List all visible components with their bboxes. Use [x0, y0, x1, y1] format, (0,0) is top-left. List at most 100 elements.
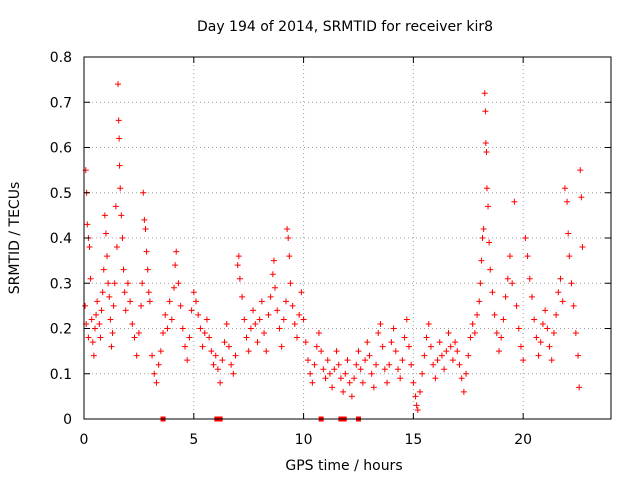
data-point — [379, 343, 386, 350]
data-point — [153, 379, 160, 386]
data-point — [117, 185, 124, 192]
data-point — [107, 316, 114, 323]
data-point — [201, 330, 208, 337]
data-point — [186, 334, 193, 341]
data-point — [463, 370, 470, 377]
data-point — [239, 293, 246, 300]
data-point — [311, 361, 318, 368]
data-point — [274, 307, 281, 314]
data-point — [91, 325, 98, 332]
data-point — [486, 239, 493, 246]
data-point — [438, 352, 445, 359]
data-point — [559, 298, 566, 305]
data-point — [197, 325, 204, 332]
data-point — [474, 311, 481, 318]
data-point — [252, 320, 259, 327]
data-point — [162, 311, 169, 318]
data-point — [375, 330, 382, 337]
data-point — [553, 311, 560, 318]
data-point — [517, 343, 524, 350]
data-point — [395, 366, 402, 373]
data-point — [105, 280, 112, 287]
data-point — [208, 348, 215, 355]
data-point — [141, 216, 148, 223]
data-point — [454, 348, 461, 355]
data-point — [441, 366, 448, 373]
data-point — [101, 212, 108, 219]
data-point — [106, 293, 113, 300]
data-point — [320, 366, 327, 373]
data-point — [90, 352, 97, 359]
data-point — [351, 375, 358, 382]
data-point — [94, 298, 101, 305]
data-point — [88, 316, 95, 323]
data-point — [399, 357, 406, 364]
data-point — [388, 339, 395, 346]
data-point — [236, 275, 243, 282]
data-point — [82, 302, 89, 309]
data-point — [355, 348, 362, 355]
data-point — [335, 361, 342, 368]
data-point — [477, 280, 484, 287]
data-point — [326, 370, 333, 377]
data-point — [575, 352, 582, 359]
data-point — [537, 339, 544, 346]
data-point — [568, 280, 575, 287]
data-point — [100, 266, 107, 273]
data-point — [184, 357, 191, 364]
x-tick-label: 10 — [295, 432, 313, 448]
data-point — [449, 357, 456, 364]
data-point — [258, 298, 265, 305]
data-point — [133, 352, 140, 359]
y-tick-label: 0.6 — [50, 141, 72, 157]
data-point — [142, 225, 149, 232]
data-point — [502, 293, 509, 300]
data-point — [112, 203, 119, 210]
data-point — [504, 275, 511, 282]
data-point — [272, 284, 279, 291]
data-point — [368, 370, 375, 377]
data-point — [482, 108, 489, 115]
data-point — [423, 334, 430, 341]
data-point — [144, 266, 151, 273]
data-point — [566, 253, 573, 260]
data-point — [302, 339, 309, 346]
data-point — [138, 302, 145, 309]
y-tick-label: 0.3 — [50, 276, 72, 292]
data-point — [230, 370, 237, 377]
data-point — [333, 348, 340, 355]
data-point — [550, 330, 557, 337]
data-point — [408, 361, 415, 368]
data-point — [392, 348, 399, 355]
data-point — [263, 348, 270, 355]
data-point — [447, 343, 454, 350]
y-tick-label: 0.2 — [50, 322, 72, 338]
data-point — [465, 352, 472, 359]
data-point — [276, 325, 283, 332]
chart-title: Day 194 of 2014, SRMTID for receiver kir… — [197, 19, 493, 35]
x-tick-label: 15 — [404, 432, 422, 448]
data-point — [362, 357, 369, 364]
data-point — [506, 253, 513, 260]
data-point — [212, 352, 219, 359]
data-point — [535, 352, 542, 359]
data-point — [337, 375, 344, 382]
data-point — [346, 379, 353, 386]
x-tick-label: 0 — [80, 432, 89, 448]
data-point — [561, 185, 568, 192]
data-point — [104, 253, 111, 260]
data-point — [377, 320, 384, 327]
data-point — [280, 316, 287, 323]
data-point — [120, 266, 127, 273]
data-point — [270, 257, 277, 264]
data-point — [108, 343, 115, 350]
data-point — [203, 316, 210, 323]
data-point — [500, 316, 507, 323]
data-point — [85, 334, 92, 341]
data-point — [318, 348, 325, 355]
data-point — [315, 330, 322, 337]
data-point — [241, 316, 248, 323]
data-point — [99, 289, 106, 296]
data-point — [182, 343, 189, 350]
data-point — [298, 289, 305, 296]
